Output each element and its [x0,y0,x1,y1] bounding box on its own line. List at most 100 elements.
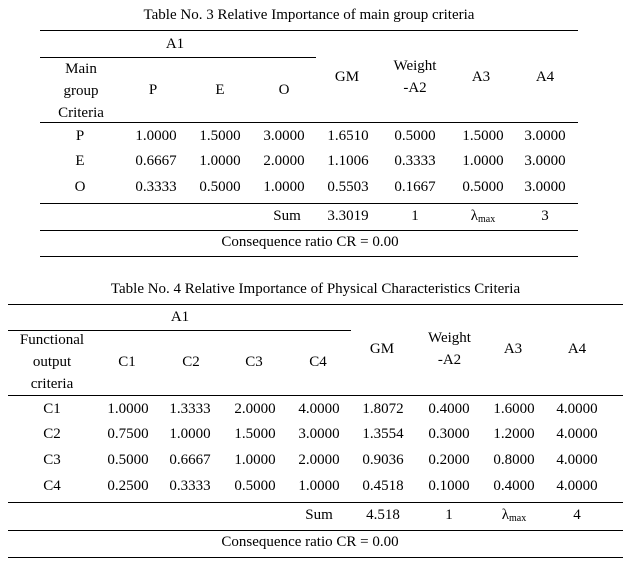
table4-cell: 1.0000 [234,452,276,468]
table4-bottom-rule [8,557,623,558]
table4-cell: 0.7500 [107,426,149,442]
table3-cell: 0.5000 [199,179,241,195]
table4-cell: 1.2000 [493,426,535,442]
table4-caption: Table No. 4 Relative Importance of Physi… [110,281,521,297]
table4-header-rule [8,395,623,396]
table3-lambda-max: λmax [470,208,496,225]
table4-cell: 0.6667 [169,452,211,468]
table4-sum-weight: 1 [445,507,453,523]
table3-cell: 0.5000 [394,128,436,144]
table3-cell: 0.3333 [135,179,177,195]
table4-col-c1: C1 [118,354,136,370]
table4-cell: 1.0000 [298,478,340,494]
table4-cell: 1.5000 [234,426,276,442]
table3-cell: 3.0000 [263,128,305,144]
table3-consistency-ratio: Consequence ratio CR = 0.00 [221,234,399,250]
table4-cell: 2.0000 [234,401,276,417]
table3-col-a3: A3 [471,69,491,85]
table3-cell: 2.0000 [263,153,305,169]
table4-col-gm: GM [369,341,395,357]
table4-cell: 0.3333 [169,478,211,494]
table3-caption: Table No. 3 Relative Importance of main … [143,7,475,23]
table3-cell: 0.1667 [394,179,436,195]
table4-row-label: C3 [43,452,61,468]
table4-col-c2: C2 [182,354,200,370]
table4-consistency-ratio: Consequence ratio CR = 0.00 [221,534,399,550]
table3-group-label: A1 [165,36,185,52]
table4-row-label: C1 [43,401,61,417]
table4-sum-rule [8,530,623,531]
table4-cell: 0.2000 [428,452,470,468]
table4-cell: 4.0000 [556,401,598,417]
table3-cell: 0.5503 [327,179,369,195]
table4-top-rule [8,304,623,305]
table3-row-header: Main group Criteria [58,61,104,121]
table3-cell: 0.5000 [462,179,504,195]
table4-cell: 1.3554 [362,426,404,442]
table3-sum-label: Sum [273,208,301,224]
table4-cell: 0.8000 [493,452,535,468]
table4-cell: 1.0000 [169,426,211,442]
table3-cell: 3.0000 [524,179,566,195]
table4-cell: 0.3000 [428,426,470,442]
table3-body-rule [40,203,578,204]
table3-cell: 1.0000 [263,179,305,195]
table3-cell: 1.5000 [199,128,241,144]
table4-cell: 1.0000 [107,401,149,417]
table4-cell: 1.6000 [493,401,535,417]
table3-cell: 1.0000 [199,153,241,169]
table3-cell: 0.6667 [135,153,177,169]
table3-row-label: O [74,179,86,195]
table4-cell: 0.1000 [428,478,470,494]
table4-sum-gm: 4.518 [366,507,400,523]
table3-col-o: O [278,82,290,98]
table3-header-rule [40,122,578,123]
table4-cell: 3.0000 [298,426,340,442]
table4-col-c4: C4 [309,354,327,370]
table3-col-e: E [215,82,225,98]
table4-col-a3: A3 [503,341,523,357]
table4-cell: 1.3333 [169,401,211,417]
table3-cell: 1.0000 [462,153,504,169]
table4-col-a4: A4 [567,341,587,357]
table4-group-label: A1 [170,309,190,325]
table3-top-rule [40,30,578,31]
table4-cell: 0.4518 [362,478,404,494]
table4-cell: 0.9036 [362,452,404,468]
table3-cell: 3.0000 [524,128,566,144]
table4-lambda-value: 4 [573,507,581,523]
table4-lambda-max: λmax [501,507,527,524]
table4-cell: 0.5000 [234,478,276,494]
table3-col-gm: GM [334,69,360,85]
table3-lambda-value: 3 [541,208,549,224]
table3-cell: 1.1006 [327,153,369,169]
table4-cell: 4.0000 [556,426,598,442]
table3-bottom-rule [40,256,578,257]
table4-sum-label: Sum [305,507,333,523]
table3-cell: 1.0000 [135,128,177,144]
table3-cell: 1.6510 [327,128,369,144]
table4-cell: 0.2500 [107,478,149,494]
table4-cell: 4.0000 [556,452,598,468]
table3-cell: 3.0000 [524,153,566,169]
table3-group-rule [40,57,316,58]
table4-group-rule [8,330,351,331]
table4-cell: 1.8072 [362,401,404,417]
table4-col-c3: C3 [245,354,263,370]
table4-cell: 0.5000 [107,452,149,468]
table4-cell: 0.4000 [428,401,470,417]
table4-cell: 4.0000 [556,478,598,494]
table4-cell: 0.4000 [493,478,535,494]
table4-cell: 4.0000 [298,401,340,417]
table4-body-rule [8,502,623,503]
table3-sum-rule [40,230,578,231]
table3-col-a4: A4 [535,69,555,85]
table3-cell: 0.3333 [394,153,436,169]
table3-cell: 1.5000 [462,128,504,144]
table3-row-label: P [75,128,85,144]
table4-row-label: C4 [43,478,61,494]
table4-col-weight: Weight -A2 [428,330,471,368]
table3-col-p: P [148,82,158,98]
table3-row-label: E [75,153,85,169]
table4-row-header: Functional output criteria [19,332,85,392]
